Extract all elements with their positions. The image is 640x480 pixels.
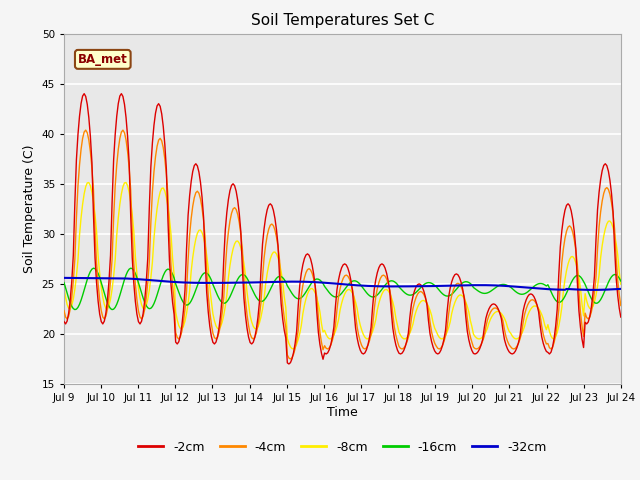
Title: Soil Temperatures Set C: Soil Temperatures Set C [251, 13, 434, 28]
Text: BA_met: BA_met [78, 53, 127, 66]
Legend: -2cm, -4cm, -8cm, -16cm, -32cm: -2cm, -4cm, -8cm, -16cm, -32cm [133, 436, 552, 459]
X-axis label: Time: Time [327, 406, 358, 419]
Y-axis label: Soil Temperature (C): Soil Temperature (C) [23, 144, 36, 273]
